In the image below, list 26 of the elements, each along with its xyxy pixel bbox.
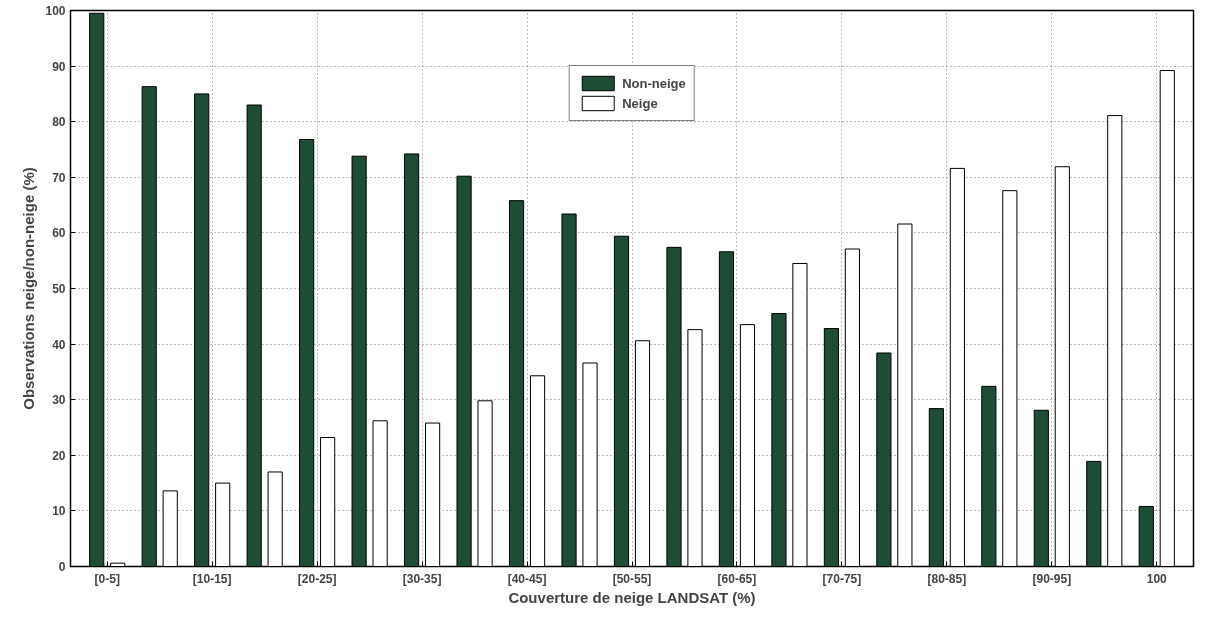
x-tick-label: [50-55] xyxy=(612,571,652,586)
x-tick-label: [60-65] xyxy=(717,571,757,586)
y-axis-title: Observations neige/non-neige (%) xyxy=(20,167,38,410)
x-tick-label: [0-5] xyxy=(94,571,120,586)
y-tick-label: 20 xyxy=(52,448,66,463)
y-tick-label: 10 xyxy=(52,504,66,519)
x-tick-label: [40-45] xyxy=(507,571,547,586)
y-tick-label: 70 xyxy=(52,170,66,185)
y-tick-label: 90 xyxy=(52,59,66,74)
x-axis-title: Couverture de neige LANDSAT (%) xyxy=(508,588,756,606)
x-tick-label: 100 xyxy=(1146,571,1168,586)
x-tick-label: [90-95] xyxy=(1032,571,1072,586)
y-tick-label: 0 xyxy=(58,560,66,574)
x-tick-label: [30-35] xyxy=(402,571,442,586)
y-tick-label: 50 xyxy=(52,282,66,296)
y-tick-label: 80 xyxy=(52,115,66,130)
x-tick-label: [70-75] xyxy=(822,571,862,586)
y-tick-label: 60 xyxy=(52,226,66,241)
x-tick-label: [80-85] xyxy=(927,571,967,586)
legend-label: Neige xyxy=(622,95,658,111)
x-tick-label: [10-15] xyxy=(192,571,232,586)
y-tick-label: 40 xyxy=(52,337,66,352)
legend-label: Non-neige xyxy=(622,75,686,91)
y-tick-label: 100 xyxy=(45,4,66,18)
x-tick-label: [20-25] xyxy=(297,571,337,586)
y-tick-label: 30 xyxy=(52,393,66,408)
